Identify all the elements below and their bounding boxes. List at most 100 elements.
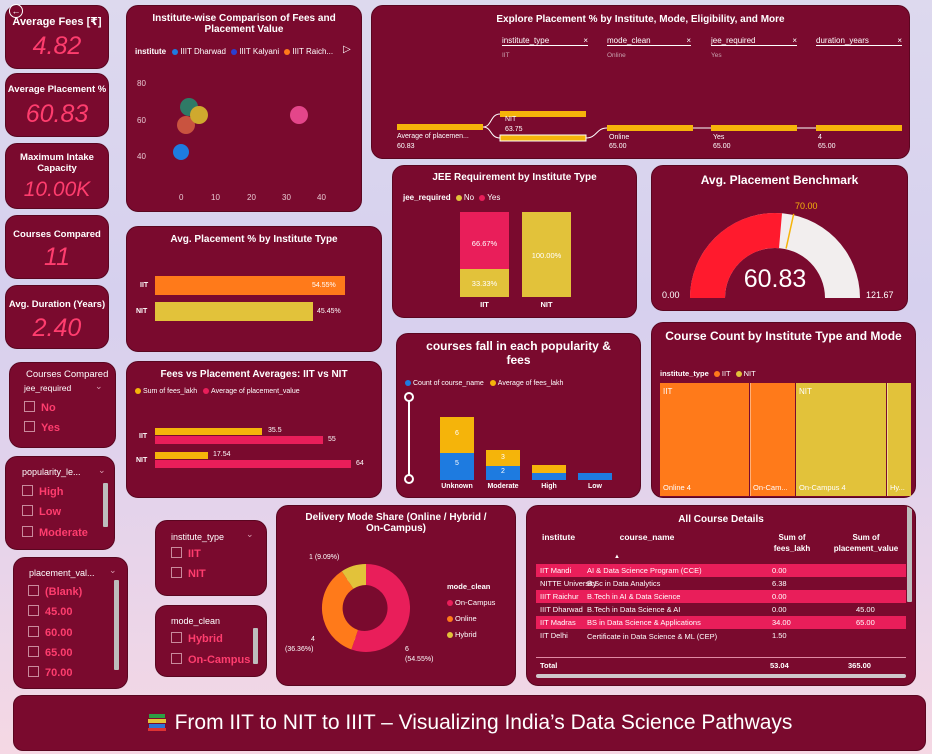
treemap-iit-oncampus[interactable]	[750, 383, 795, 496]
slicer-option[interactable]: 45.00	[28, 605, 73, 618]
bar-high-count[interactable]	[532, 473, 566, 480]
decomp-bar-nit[interactable]	[500, 111, 586, 117]
checkbox[interactable]	[28, 646, 39, 657]
bar-low-count[interactable]	[578, 473, 612, 480]
treemap-nit-hybrid[interactable]	[887, 383, 911, 496]
slicer-option[interactable]: (Blank)	[28, 585, 82, 598]
checkbox[interactable]	[171, 653, 182, 664]
bar-high-fees[interactable]	[532, 465, 566, 473]
horizontal-scrollbar[interactable]	[536, 674, 906, 678]
decomp-bar-iit[interactable]	[499, 134, 587, 142]
placement-bar-iit[interactable]	[155, 276, 345, 295]
scatter-title: Institute-wise Comparison of Fees and Pl…	[152, 13, 336, 35]
decomp-filter-1[interactable]: institute_type ×	[502, 36, 588, 46]
placement-bar-iit[interactable]	[155, 436, 323, 444]
placement-bar-nit[interactable]	[155, 460, 351, 468]
scrollbar[interactable]	[253, 628, 258, 664]
scrollbar[interactable]	[907, 506, 912, 602]
chevron-down-icon[interactable]: ⌄	[98, 465, 106, 475]
slicer-option[interactable]: No	[24, 401, 56, 414]
checkbox[interactable]	[171, 547, 182, 558]
legend-item: Hybrid	[455, 630, 477, 639]
close-icon[interactable]: ×	[897, 36, 902, 45]
slicer-option[interactable]: Low	[22, 505, 61, 518]
bar-moderate-count[interactable]	[486, 466, 520, 480]
close-icon[interactable]: ×	[792, 36, 797, 45]
decomp-bar-online[interactable]	[607, 125, 693, 131]
checkbox[interactable]	[24, 421, 35, 432]
checkbox[interactable]	[28, 585, 39, 596]
jee-bar-iit-no[interactable]	[460, 269, 509, 297]
filter-slider-handle[interactable]	[404, 392, 414, 402]
gauge-min: 0.00	[662, 290, 680, 300]
donut-slice-on-campus[interactable]	[351, 564, 411, 652]
table-header-institute[interactable]: institute	[542, 532, 576, 542]
table-header-placement[interactable]: Sum of placement_value	[833, 533, 899, 553]
placement-bar-nit[interactable]	[155, 302, 313, 321]
scatter-point[interactable]	[177, 116, 195, 134]
kpi-value: 60.83	[25, 100, 89, 128]
scatter-point[interactable]	[173, 144, 189, 160]
close-icon[interactable]: ×	[583, 36, 588, 45]
decomp-filter-4[interactable]: duration_years ×	[816, 36, 902, 46]
fees-bar-nit[interactable]	[155, 452, 208, 459]
bar-unknown-fees[interactable]	[440, 417, 474, 453]
table-row[interactable]: IIT Delhi Certificate in Data Science & …	[536, 629, 906, 655]
table-header-fees[interactable]: Sum of fees_lakh	[773, 533, 811, 553]
bar-unknown-count[interactable]	[440, 453, 474, 480]
scatter-point[interactable]	[290, 106, 308, 124]
bar-moderate-fees[interactable]	[486, 450, 520, 466]
decomp-bar-duration[interactable]	[816, 125, 902, 131]
donut-title: Delivery Mode Share (Online / Hybrid / O…	[305, 512, 487, 534]
treemap-iit-online[interactable]	[660, 383, 749, 496]
donut-slice-hybrid[interactable]	[341, 563, 366, 589]
filter-slider-track[interactable]	[408, 396, 410, 480]
table-row[interactable]: IIT Mandi AI & Data Science Program (CCE…	[536, 564, 906, 577]
chevron-down-icon[interactable]: ⌄	[109, 565, 117, 575]
table-row[interactable]: IIIT Dharwad B.Tech in Data Science & AI…	[536, 603, 906, 616]
decomp-filter-2[interactable]: mode_clean ×	[607, 36, 691, 46]
scatter-point[interactable]	[190, 106, 208, 124]
table-header-course[interactable]: course_name	[619, 532, 675, 542]
slicer-option[interactable]: IIT	[171, 547, 201, 560]
slicer-option[interactable]: 65.00	[28, 646, 73, 659]
back-button[interactable]: ←	[9, 4, 23, 18]
slicer-option[interactable]: 60.00	[28, 626, 73, 639]
slicer-option[interactable]: Moderate	[22, 526, 88, 539]
decomp-bar-root[interactable]	[397, 124, 483, 130]
slicer-option[interactable]: Yes	[24, 421, 60, 434]
checkbox[interactable]	[28, 626, 39, 637]
slicer-option[interactable]: Hybrid	[171, 632, 223, 645]
slicer-option[interactable]: NIT	[171, 567, 206, 580]
close-icon[interactable]: ×	[686, 36, 691, 45]
slicer-option[interactable]: High	[22, 485, 63, 498]
chevron-down-icon[interactable]: ⌄	[95, 381, 103, 391]
table-row[interactable]: IIIT Raichur B.Tech in AI & Data Science…	[536, 590, 906, 603]
checkbox[interactable]	[28, 666, 39, 677]
sort-icon[interactable]: ▲	[614, 554, 620, 560]
legend-next-icon[interactable]: ▷	[343, 44, 351, 55]
jee-bar-iit-yes[interactable]	[460, 212, 509, 269]
checkbox[interactable]	[171, 632, 182, 643]
scrollbar[interactable]	[114, 580, 119, 670]
filter-slider-handle[interactable]	[404, 474, 414, 484]
scrollbar[interactable]	[103, 483, 108, 527]
treemap-label: On-Cam...	[753, 483, 788, 492]
table-row[interactable]: NITTE University B.Sc in Data Analytics …	[536, 577, 906, 590]
checkbox[interactable]	[24, 401, 35, 412]
checkbox[interactable]	[22, 505, 33, 516]
jee-bar-nit-no[interactable]	[522, 212, 571, 297]
checkbox[interactable]	[28, 605, 39, 616]
checkbox[interactable]	[22, 526, 33, 537]
treemap-nit-oncampus[interactable]	[796, 383, 886, 496]
fees-bar-iit[interactable]	[155, 428, 262, 435]
decomp-bar-yes[interactable]	[711, 125, 797, 131]
table-row[interactable]: IIT Madras BS in Data Science & Applicat…	[536, 616, 906, 629]
donut-slice-online[interactable]	[321, 571, 358, 650]
slicer-option[interactable]: On-Campus	[171, 653, 250, 666]
decomp-filter-3[interactable]: jee_required ×	[711, 36, 797, 46]
slicer-option[interactable]: 70.00	[28, 666, 73, 679]
checkbox[interactable]	[22, 485, 33, 496]
chevron-down-icon[interactable]: ⌄	[246, 529, 254, 539]
checkbox[interactable]	[171, 567, 182, 578]
